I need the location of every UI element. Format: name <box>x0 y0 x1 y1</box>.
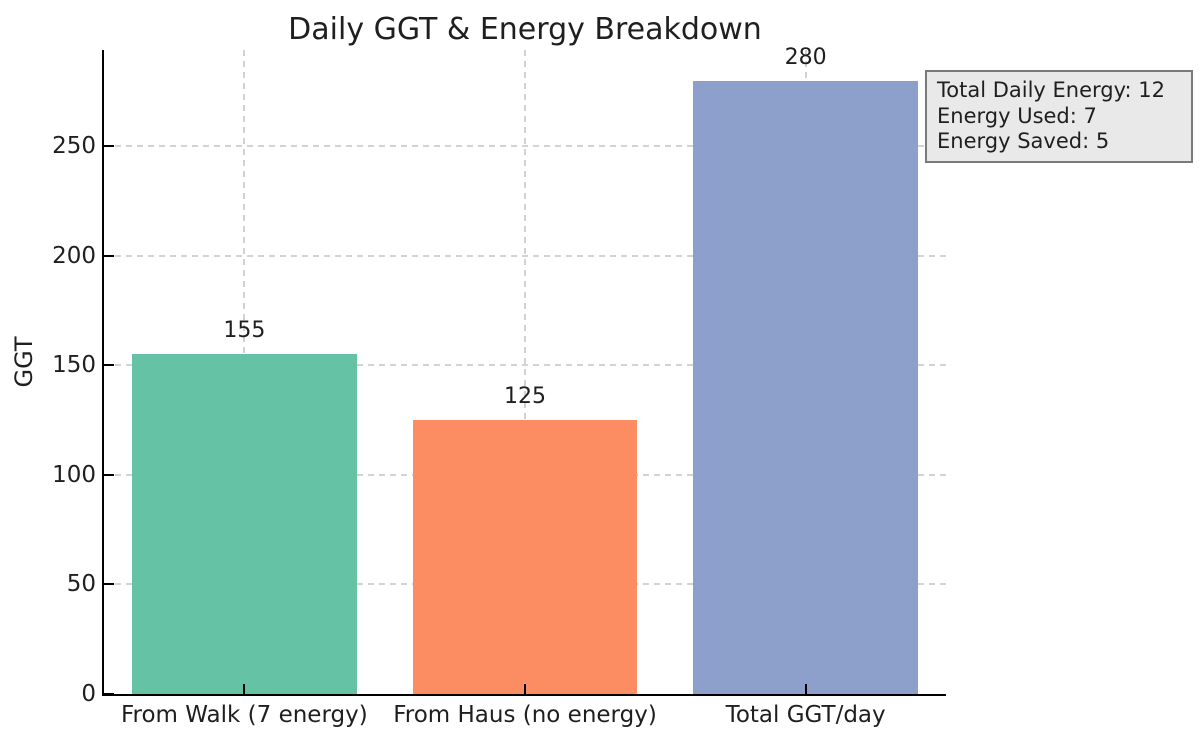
y-tick-label: 200 <box>52 242 96 269</box>
y-tick-label: 150 <box>52 352 96 379</box>
v-gridline <box>524 50 526 694</box>
x-tick-mark <box>804 684 807 694</box>
x-tick-label: Total GGT/day <box>725 702 886 728</box>
bar-value-label: 155 <box>223 318 266 344</box>
y-tick-label: 50 <box>66 571 96 598</box>
x-tick-label: From Walk (7 energy) <box>120 702 368 728</box>
y-tick-mark <box>104 254 114 257</box>
x-tick-mark <box>243 684 246 694</box>
bar-2 <box>412 420 638 694</box>
annotation-line-total-energy: Total Daily Energy: 12 <box>937 78 1165 102</box>
y-tick-mark <box>104 583 114 586</box>
y-tick-mark <box>104 364 114 367</box>
annotation-box: Total Daily Energy: 12 Energy Used: 7 En… <box>925 70 1193 163</box>
bar-3 <box>693 80 918 694</box>
y-tick-mark <box>104 145 114 148</box>
chart-title: Daily GGT & Energy Breakdown <box>288 12 762 47</box>
bar-1 <box>132 354 357 694</box>
x-axis-spine <box>102 694 946 696</box>
x-tick-label: From Haus (no energy) <box>393 702 657 728</box>
bar-value-label: 125 <box>504 384 546 410</box>
y-axis-spine <box>102 50 104 696</box>
y-tick-label: 100 <box>52 461 96 488</box>
y-tick-label: 0 <box>81 681 96 707</box>
annotation-line-energy-saved: Energy Saved: 5 <box>937 129 1110 154</box>
y-tick-label: 250 <box>52 133 96 160</box>
x-tick-mark <box>524 684 526 694</box>
y-tick-mark <box>104 693 114 695</box>
y-tick-mark <box>104 473 114 476</box>
bar-value-label: 280 <box>784 44 827 70</box>
annotation-line-energy-used: Energy Used: 7 <box>937 103 1097 128</box>
